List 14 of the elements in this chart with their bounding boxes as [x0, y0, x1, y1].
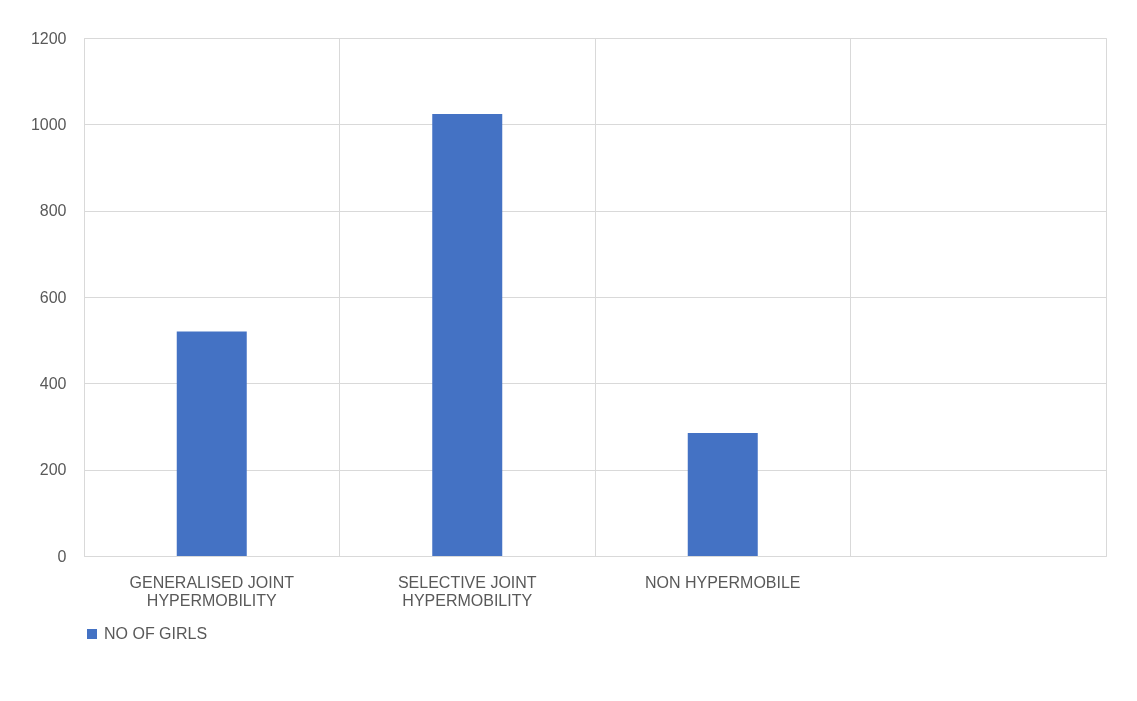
bar	[432, 113, 503, 556]
x-tick-label: SELECTIVE JOINT HYPERMOBILITY	[397, 573, 537, 609]
y-tick-label: 600	[39, 288, 67, 306]
y-tick-label: 0	[57, 547, 67, 565]
y-tick-label: 800	[39, 202, 67, 220]
bar	[176, 331, 247, 556]
x-tick-label: NON HYPERMOBILE	[644, 573, 801, 591]
x-tick-label: GENERALISED JOINT HYPERMOBILITY	[129, 573, 295, 609]
y-tick-label: 1200	[30, 29, 67, 47]
legend-label: NO OF GIRLS	[104, 625, 208, 642]
bar	[687, 432, 758, 556]
y-tick-label: 1000	[30, 115, 67, 133]
y-tick-label: 400	[39, 374, 67, 392]
y-tick-label: 200	[39, 461, 67, 479]
